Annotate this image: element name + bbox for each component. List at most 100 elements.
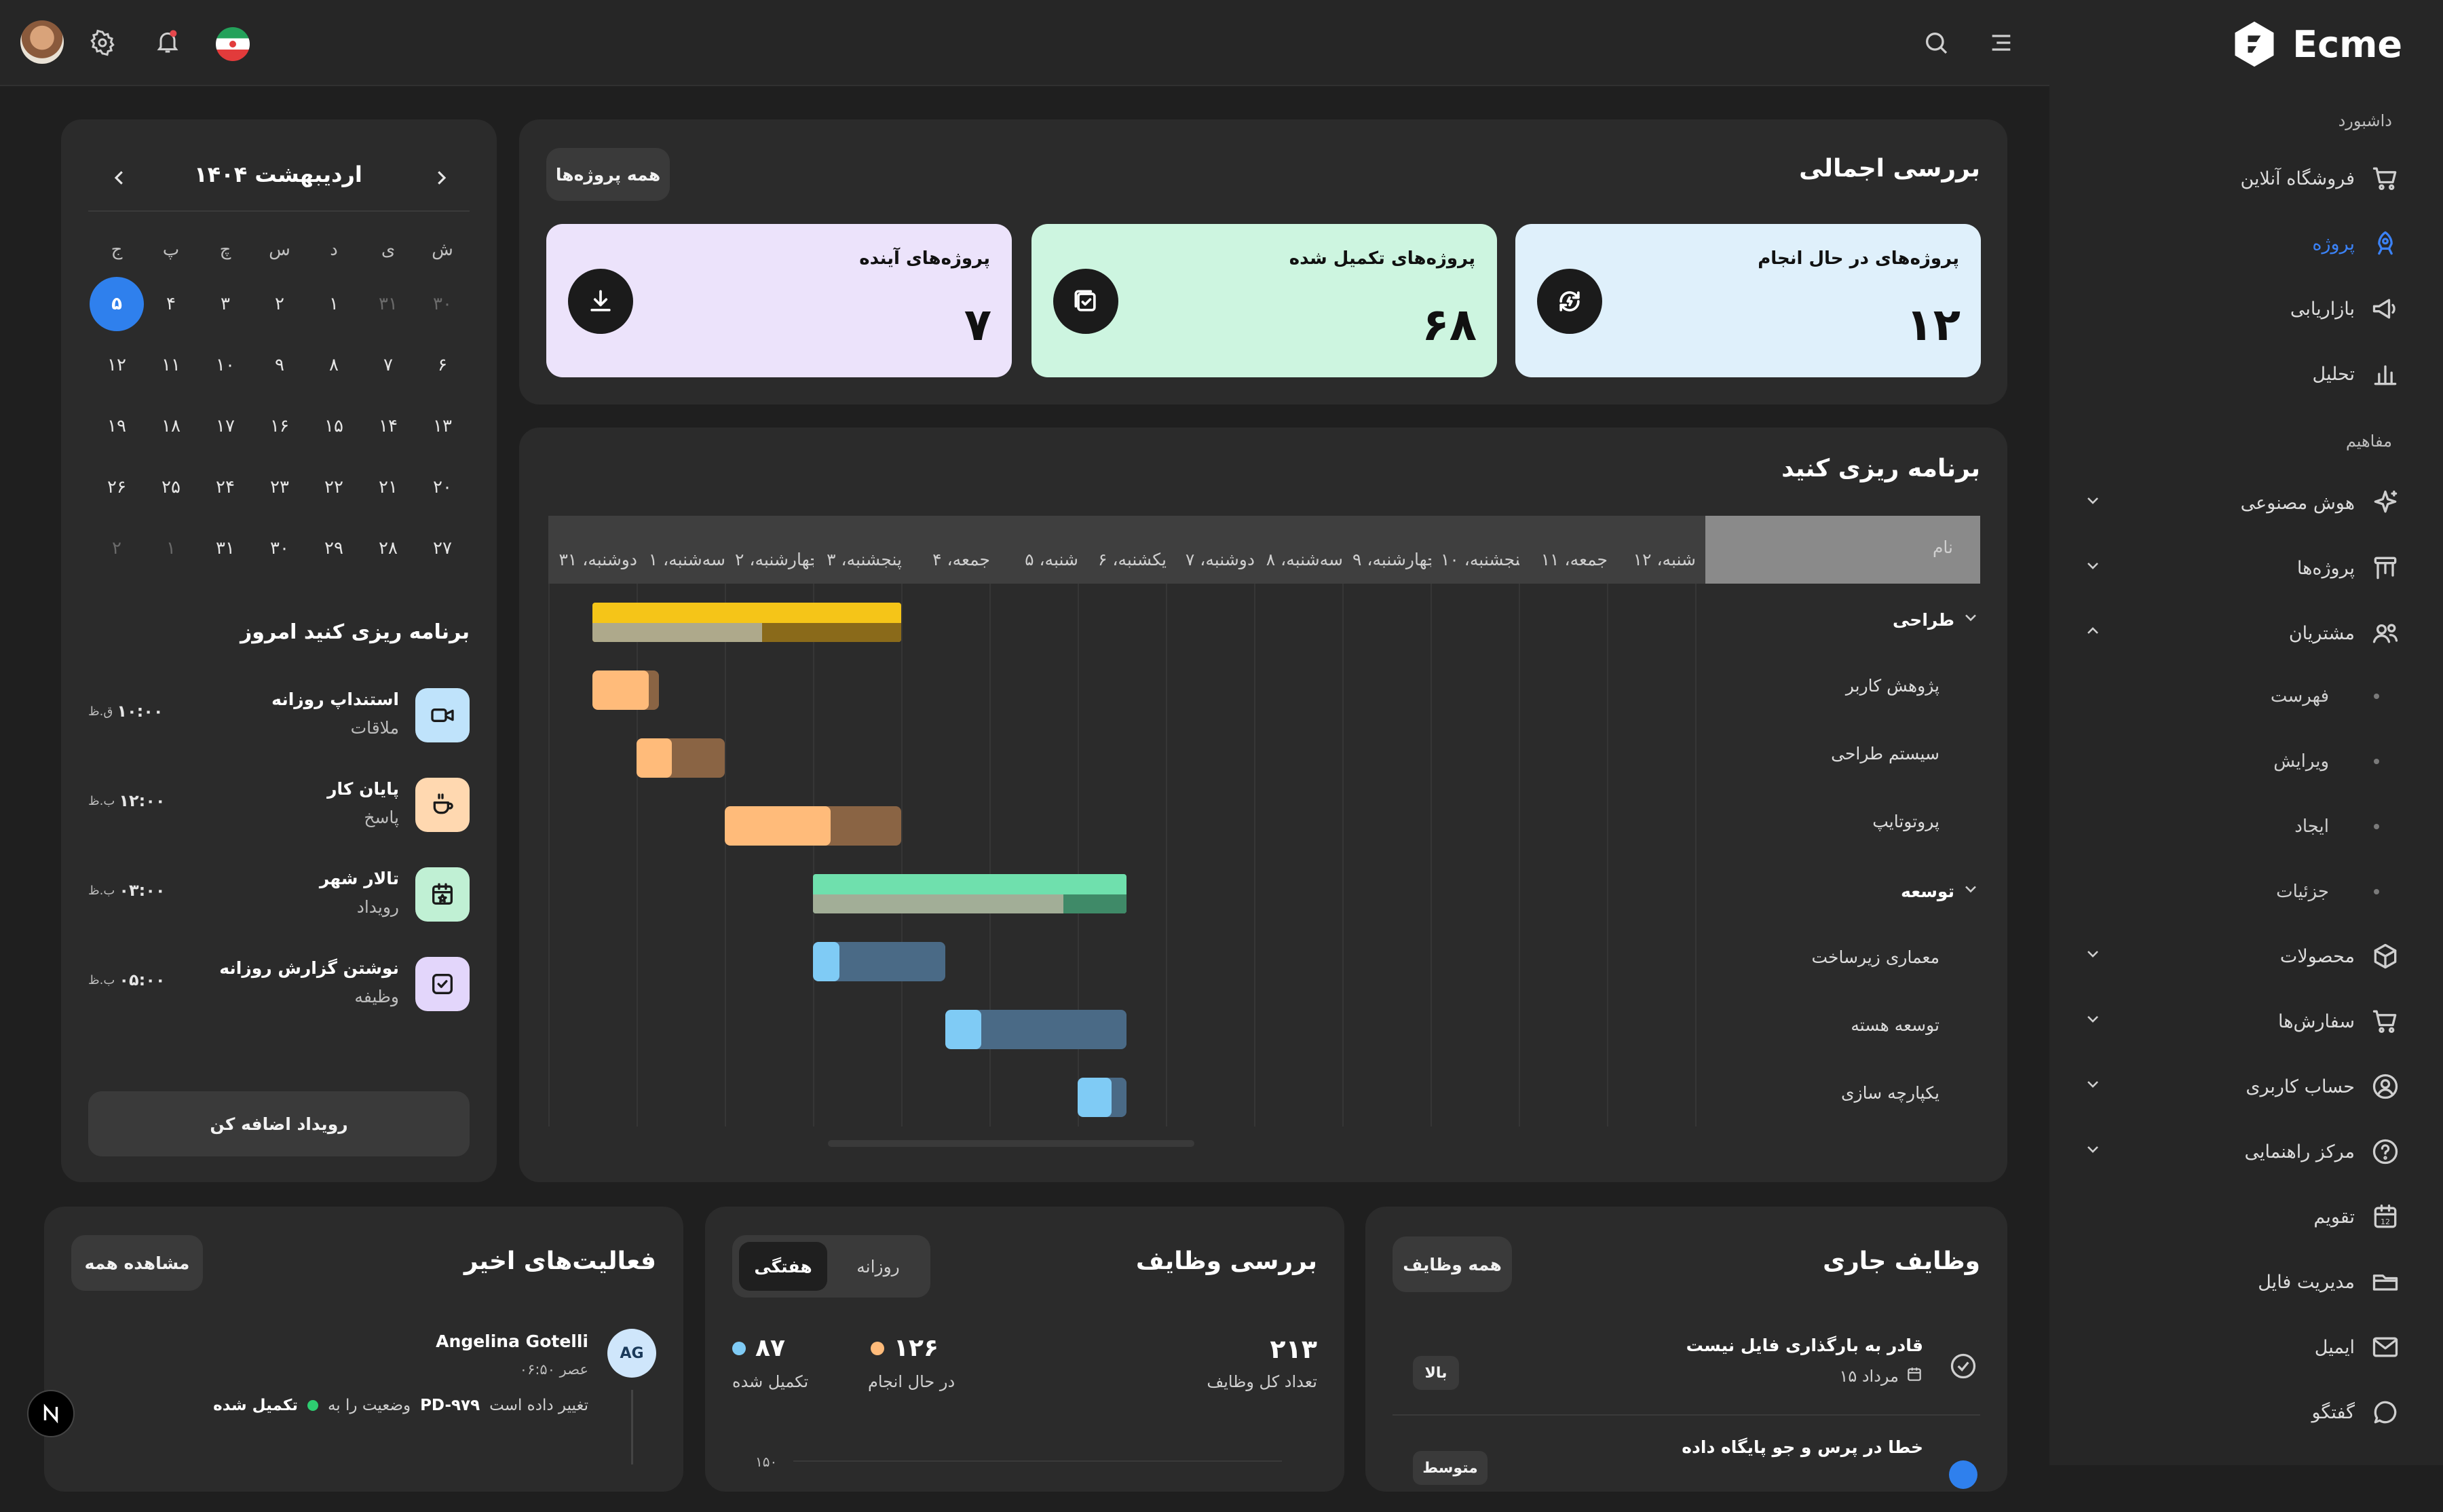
gantt-bar[interactable] [637,738,725,778]
chevron-down-icon[interactable] [1961,608,1980,631]
calendar-day[interactable]: ۱۴ [379,416,398,436]
sidebar-item[interactable]: تحلیل [2083,350,2402,398]
view-all-button[interactable]: مشاهده همه [71,1235,203,1291]
gantt-bar[interactable] [1078,1078,1126,1117]
sidebar-item[interactable]: پروژه‌ها [2083,544,2402,592]
calendar-day[interactable]: ۱ [166,538,176,559]
calendar-day[interactable]: ۱۰ [216,355,235,375]
sidebar-item[interactable]: پروژه [2083,220,2402,267]
calendar-day[interactable]: ۳۰ [270,538,289,559]
bell-icon[interactable] [151,24,185,58]
check-circle-icon[interactable] [1946,1349,1980,1383]
sidebar-item[interactable]: هوش مصنوعی [2083,479,2402,527]
schedule-item[interactable]: استنداپ روزانه ملاقات ۱۰:۰۰ ق.ظ [88,681,470,749]
tab-daily[interactable]: روزانه [856,1256,900,1277]
calendar-day[interactable]: ۱۲ [107,355,126,375]
gantt-bar[interactable] [725,806,901,846]
chevron-down-icon[interactable] [2083,945,2102,968]
calendar-day[interactable]: ۹ [275,355,284,375]
calendar-day[interactable]: ۱۸ [162,416,181,436]
calendar-day[interactable]: ۸ [329,355,339,375]
project-stat-card[interactable]: پروژه‌های تکمیل شده ۶۸ [1031,224,1497,377]
task-row[interactable]: قادر به بارگذاری فایل نیست ۱۵ مرداد بالا [1393,1329,1980,1410]
calendar-day[interactable]: ۱۱ [162,355,181,375]
gantt-row-group[interactable]: طراحی [1893,608,1980,631]
calendar-day[interactable]: ۳۰ [433,294,452,314]
avatar[interactable] [20,20,64,64]
task-row[interactable]: خطا در پرس و جو پایگاه داده متوسط [1393,1431,1980,1512]
schedule-item[interactable]: تالار شهر رویداد ۰۳:۰۰ ب.ظ [88,861,470,928]
chevron-down-icon[interactable] [2083,491,2102,515]
calendar-day[interactable]: ۳ [221,294,230,314]
calendar-day[interactable]: ۲۷ [433,538,452,559]
gantt-bar[interactable] [813,874,1126,913]
chevron-down-icon[interactable] [2083,556,2102,580]
chevron-down-icon[interactable] [1961,880,1980,903]
project-stat-card[interactable]: پروژه‌های آینده ۷ [546,224,1012,377]
calendar-day[interactable]: ۱۶ [270,416,289,436]
calendar-day[interactable]: ۲۹ [324,538,343,559]
gantt-bar[interactable] [945,1010,1126,1049]
sidebar-item[interactable]: مرکز راهنمایی [2083,1128,2402,1175]
sidebar-item[interactable]: سفارش‌ها [2083,998,2402,1045]
calendar-day[interactable]: ۱۳ [433,416,452,436]
calendar-day[interactable]: ۲۰ [433,477,452,497]
calendar-day[interactable]: ۴ [166,294,176,314]
tab-weekly[interactable]: هفتگی [739,1242,827,1291]
calendar-day[interactable]: ۲۵ [162,477,181,497]
calendar-day[interactable]: ۲۶ [107,477,126,497]
calendar-day[interactable]: ۶ [438,355,447,375]
chevron-down-icon[interactable] [2083,1010,2102,1034]
sidebar-item[interactable]: حساب کاربری [2083,1063,2402,1110]
sidebar-item[interactable]: محصولات [2083,932,2402,980]
sidebar-item[interactable]: ایمیل [2083,1323,2402,1371]
sidebar-item[interactable]: گفتگو [2083,1388,2402,1436]
calendar-day[interactable]: ۳۱ [216,538,235,559]
calendar-day[interactable]: ۲۲ [324,477,343,497]
gear-icon[interactable] [86,26,119,60]
schedule-item[interactable]: پایان کار پاسخ ۱۲:۰۰ ب.ظ [88,771,470,839]
project-stat-card[interactable]: پروژه‌های در حال انجام ۱۲ [1515,224,1981,377]
all-tasks-button[interactable]: همه وظایف [1393,1236,1512,1292]
gantt-bar[interactable] [813,942,945,981]
calendar-day[interactable]: ۱۷ [216,416,235,436]
next-month-chevron-icon[interactable] [421,157,461,198]
sidebar-subitem[interactable]: ویرایش [2083,741,2402,782]
n-badge-icon[interactable] [27,1390,75,1437]
sidebar-item[interactable]: فروشگاه آنلاین [2083,155,2402,202]
calendar-day[interactable]: ۲ [275,294,284,314]
all-projects-button[interactable]: همه پروژه‌ها [546,148,670,201]
calendar-day[interactable]: ۵ [90,277,144,331]
sidebar-subitem[interactable]: فهرست [2083,676,2402,717]
menu-icon[interactable] [1984,26,2018,60]
gantt-bar[interactable] [592,603,901,642]
logo[interactable]: Ecme [2229,14,2402,75]
calendar-day[interactable]: ۲۴ [216,477,235,497]
sidebar-item[interactable]: مشتریان [2083,609,2402,657]
sidebar-item[interactable]: مدیریت فایل [2083,1258,2402,1306]
sidebar-subitem[interactable]: جزئیات [2083,871,2402,912]
sidebar-subitem[interactable]: ایجاد [2083,806,2402,847]
schedule-item[interactable]: نوشتن گزارش روزانه وظیفه ۰۵:۰۰ ب.ظ [88,950,470,1018]
sidebar-item[interactable]: بازاریابی [2083,285,2402,333]
gantt-bar[interactable] [592,670,659,710]
prev-month-chevron-icon[interactable] [99,157,140,198]
chevron-down-icon[interactable] [2083,1075,2102,1099]
calendar-day[interactable]: ۲۸ [379,538,398,559]
add-event-button[interactable]: رویداد اضافه کن [88,1091,470,1156]
gantt-row-group[interactable]: توسعه [1901,880,1980,903]
calendar-day[interactable]: ۲۳ [270,477,289,497]
calendar-day[interactable]: ۷ [383,355,393,375]
calendar-day[interactable]: ۳۱ [379,294,398,314]
gantt-scrollbar[interactable] [828,1140,1194,1147]
sidebar-item[interactable]: 12 تقویم [2083,1193,2402,1241]
calendar-day[interactable]: ۲۱ [379,477,398,497]
calendar-day[interactable]: ۱۹ [107,416,126,436]
calendar-day[interactable]: ۲ [112,538,121,559]
language-flag-icon[interactable] [216,27,250,61]
calendar-day[interactable]: ۱۵ [324,416,343,436]
chevron-up-icon[interactable] [2083,622,2102,645]
calendar-day[interactable]: ۱ [329,294,339,314]
activity-code[interactable]: PD-۹۷۹ [420,1397,480,1414]
chevron-down-icon[interactable] [2083,1140,2102,1164]
